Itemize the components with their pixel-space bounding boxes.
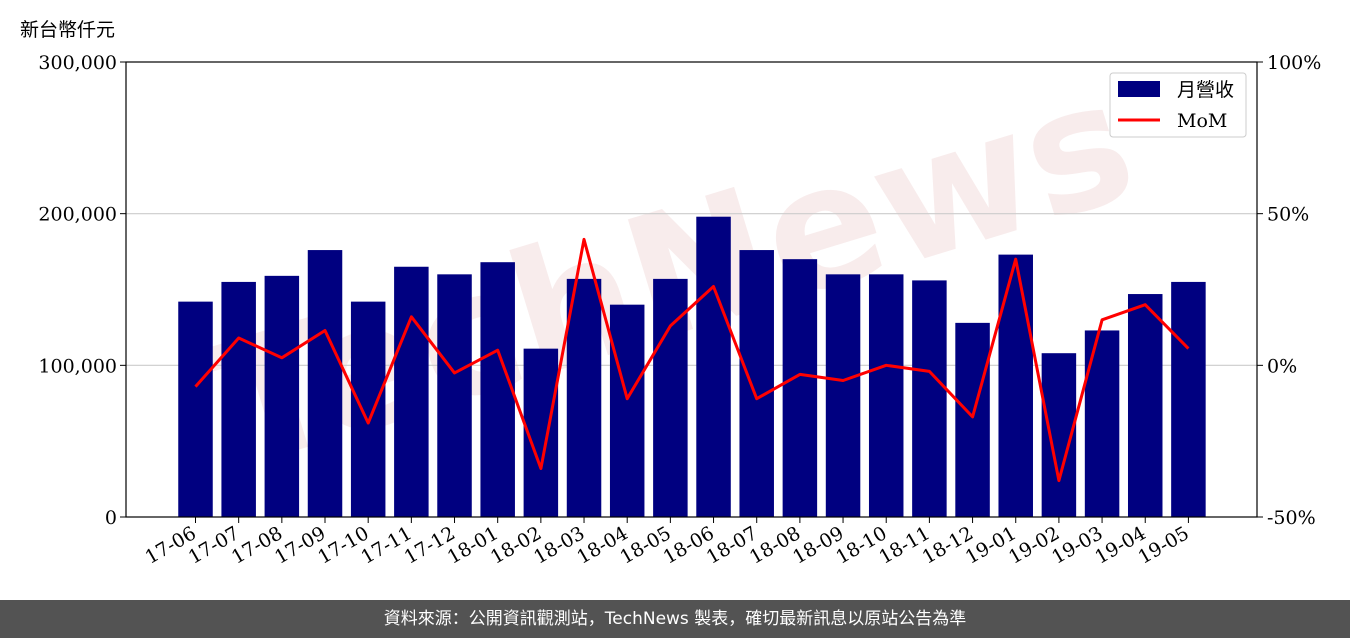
bar-revenue bbox=[350, 301, 386, 517]
bar-revenue bbox=[912, 280, 947, 517]
revenue-chart: TechNews0100,000200,000300,000-50%0%50%1… bbox=[38, 42, 1321, 569]
bar-revenue bbox=[696, 216, 731, 517]
y2-tick-label: -50% bbox=[1267, 507, 1316, 529]
legend-label-mom: MoM bbox=[1177, 110, 1227, 132]
bar-revenue bbox=[394, 266, 429, 517]
x-tick-label: 19-05 bbox=[1134, 522, 1192, 568]
y-tick-label: 300,000 bbox=[38, 52, 117, 74]
legend-label-revenue: 月營收 bbox=[1177, 79, 1234, 101]
bar-revenue bbox=[1084, 330, 1120, 517]
bar-revenue bbox=[566, 278, 602, 517]
bar-revenue bbox=[609, 304, 645, 517]
bar-revenue bbox=[221, 281, 256, 517]
y-tick-label: 0 bbox=[105, 507, 117, 529]
bar-revenue bbox=[437, 274, 472, 517]
bar-revenue bbox=[739, 250, 774, 518]
bar-revenue bbox=[998, 254, 1033, 517]
bar-revenue bbox=[825, 274, 861, 517]
y-axis-unit-label: 新台幣仟元 bbox=[20, 19, 116, 41]
bar-revenue bbox=[782, 259, 818, 517]
bar-revenue bbox=[955, 322, 990, 517]
bar-revenue bbox=[480, 262, 515, 517]
y2-tick-label: 0% bbox=[1267, 355, 1297, 377]
legend-swatch-revenue bbox=[1118, 81, 1160, 97]
y2-tick-label: 100% bbox=[1267, 52, 1321, 74]
bar-revenue bbox=[1171, 281, 1206, 517]
source-footer: 資料來源：公開資訊觀測站，TechNews 製表，確切最新訊息以原站公告為準 bbox=[0, 600, 1350, 638]
bar-revenue bbox=[653, 278, 688, 517]
y-tick-label: 200,000 bbox=[38, 204, 117, 226]
bar-revenue bbox=[1127, 294, 1163, 517]
bar-revenue bbox=[868, 274, 904, 517]
line-mom bbox=[194, 237, 1190, 483]
bar-revenue bbox=[264, 275, 300, 517]
plot-frame bbox=[125, 61, 1258, 518]
bar-revenue bbox=[178, 301, 213, 517]
y2-tick-label: 50% bbox=[1267, 204, 1309, 226]
y-tick-label: 100,000 bbox=[38, 355, 117, 377]
bar-revenue bbox=[307, 250, 343, 518]
